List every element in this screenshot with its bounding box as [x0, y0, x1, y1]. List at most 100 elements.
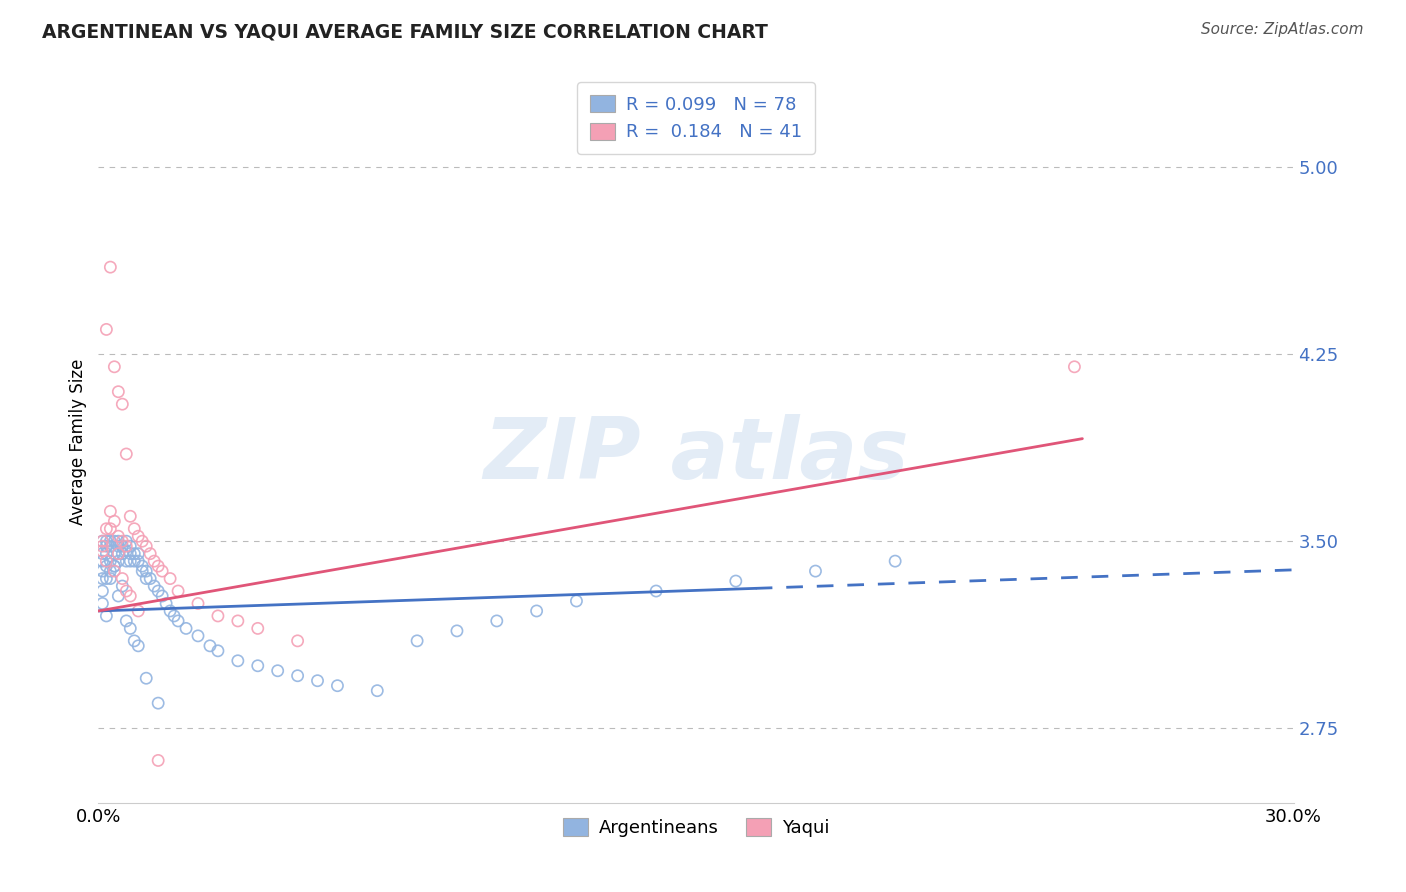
Point — [98, 572, 122, 586]
Point — [406, 633, 429, 648]
Point — [91, 564, 114, 578]
Point — [167, 614, 190, 628]
Point — [96, 534, 118, 549]
Point — [287, 633, 309, 648]
Point — [127, 639, 149, 653]
Point — [150, 564, 173, 578]
Point — [645, 584, 668, 599]
Point — [111, 547, 134, 561]
Point — [120, 621, 142, 635]
Point — [565, 594, 588, 608]
Point — [139, 572, 162, 586]
Point — [107, 547, 129, 561]
Point — [115, 554, 138, 568]
Point — [107, 554, 129, 568]
Text: ARGENTINEAN VS YAQUI AVERAGE FAMILY SIZE CORRELATION CHART: ARGENTINEAN VS YAQUI AVERAGE FAMILY SIZE… — [42, 22, 768, 41]
Point — [96, 539, 118, 553]
Point — [111, 579, 134, 593]
Point — [124, 522, 146, 536]
Point — [135, 539, 157, 553]
Point — [307, 673, 329, 688]
Point — [91, 597, 114, 611]
Point — [135, 671, 157, 685]
Point — [107, 534, 129, 549]
Point — [96, 559, 118, 574]
Point — [115, 614, 138, 628]
Point — [187, 597, 209, 611]
Point — [107, 539, 129, 553]
Point — [111, 534, 134, 549]
Point — [246, 658, 269, 673]
Point — [96, 572, 118, 586]
Point — [131, 559, 153, 574]
Point — [127, 604, 149, 618]
Point — [120, 509, 142, 524]
Point — [103, 547, 125, 561]
Point — [167, 584, 190, 599]
Point — [159, 572, 181, 586]
Point — [115, 534, 138, 549]
Legend: Argentineans, Yaqui: Argentineans, Yaqui — [555, 811, 837, 845]
Point — [96, 322, 118, 336]
Point — [96, 609, 118, 624]
Point — [120, 539, 142, 553]
Point — [127, 529, 149, 543]
Point — [91, 572, 114, 586]
Point — [115, 539, 138, 553]
Point — [155, 597, 177, 611]
Point — [91, 534, 114, 549]
Point — [326, 679, 349, 693]
Point — [127, 547, 149, 561]
Point — [143, 579, 166, 593]
Point — [1063, 359, 1085, 374]
Point — [103, 559, 125, 574]
Point — [98, 534, 122, 549]
Point — [187, 629, 209, 643]
Point — [120, 554, 142, 568]
Point — [96, 547, 118, 561]
Point — [115, 447, 138, 461]
Point — [150, 589, 173, 603]
Point — [103, 559, 125, 574]
Point — [163, 609, 186, 624]
Point — [226, 654, 249, 668]
Point — [91, 554, 114, 568]
Point — [91, 534, 114, 549]
Point — [159, 604, 181, 618]
Text: Source: ZipAtlas.com: Source: ZipAtlas.com — [1201, 22, 1364, 37]
Point — [143, 554, 166, 568]
Point — [124, 554, 146, 568]
Point — [148, 584, 170, 599]
Point — [174, 621, 197, 635]
Point — [120, 547, 142, 561]
Point — [98, 554, 122, 568]
Point — [485, 614, 508, 628]
Point — [103, 534, 125, 549]
Point — [124, 633, 146, 648]
Point — [366, 683, 388, 698]
Point — [107, 589, 129, 603]
Point — [103, 359, 125, 374]
Point — [115, 544, 138, 558]
Point — [111, 397, 134, 411]
Point — [103, 564, 125, 578]
Point — [127, 554, 149, 568]
Point — [98, 539, 122, 553]
Point — [98, 260, 122, 274]
Point — [91, 584, 114, 599]
Point — [724, 574, 747, 588]
Point — [115, 584, 138, 599]
Point — [103, 514, 125, 528]
Point — [98, 564, 122, 578]
Point — [804, 564, 827, 578]
Point — [91, 547, 114, 561]
Point — [526, 604, 548, 618]
Text: ZIP atlas: ZIP atlas — [484, 415, 908, 498]
Point — [111, 572, 134, 586]
Point — [148, 754, 170, 768]
Point — [131, 534, 153, 549]
Point — [287, 669, 309, 683]
Point — [107, 547, 129, 561]
Point — [111, 539, 134, 553]
Point — [107, 529, 129, 543]
